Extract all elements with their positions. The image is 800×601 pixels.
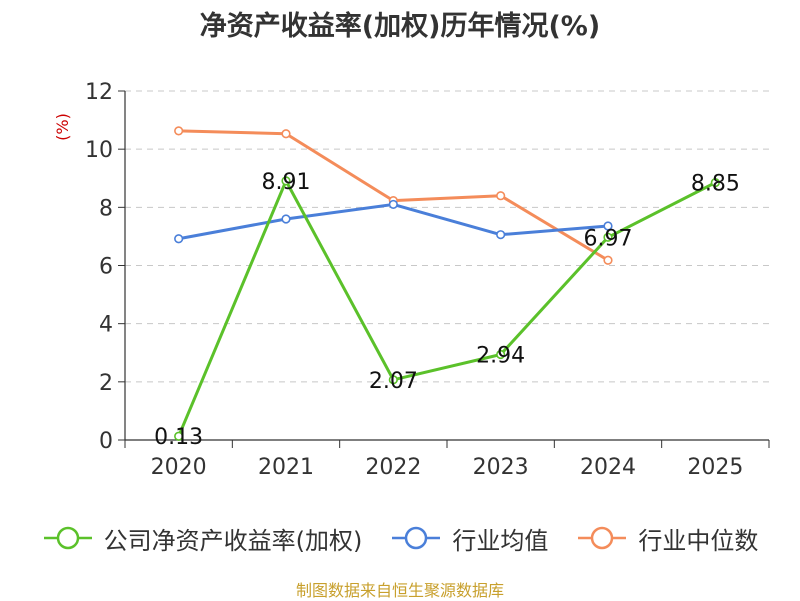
- data-point: [496, 191, 506, 201]
- y-tick-label: 8: [99, 196, 113, 221]
- data-point: [174, 431, 184, 441]
- legend-swatch-icon: [43, 526, 92, 550]
- x-tick-label: 2024: [580, 455, 636, 480]
- data-point: [388, 375, 398, 385]
- data-point: [603, 255, 613, 265]
- x-tick-label: 2020: [151, 455, 207, 480]
- legend-item-2: 行业中位数: [576, 521, 758, 556]
- legend-swatch-icon: [578, 526, 627, 550]
- data-point: [710, 178, 720, 188]
- chart-title: 净资产收益率(加权)历年情况(%): [199, 11, 601, 42]
- legend-swatch-icon: [392, 526, 441, 550]
- y-tick-label: 6: [99, 255, 113, 280]
- data-labels: 0.13 8.91 2.07 2.94 6.97 8.85: [154, 170, 740, 450]
- series-line-0: [177, 179, 717, 437]
- data-point: [496, 230, 506, 240]
- y-tick-label: 10: [85, 138, 113, 163]
- data-point: [174, 126, 184, 136]
- data-label: 0.13: [154, 425, 203, 450]
- x-tick-label: 2023: [473, 455, 529, 480]
- data-point: [388, 199, 398, 210]
- data-label: 8.91: [262, 170, 311, 195]
- data-label: 8.85: [691, 172, 740, 197]
- y-tick-label: 2: [99, 371, 113, 396]
- data-point: [603, 232, 613, 242]
- source-note: 制图数据来自恒生聚源数据库: [295, 581, 504, 600]
- series-line-2: [178, 129, 609, 262]
- y-axis-label: (%): [53, 113, 72, 141]
- axes: 0 2 4 6 8 10 12 2020 2021 2022 2023 2024 2025 (%): [53, 80, 770, 480]
- data-point: [281, 176, 291, 186]
- data-label: 2.94: [476, 343, 525, 368]
- x-tick-label: 2022: [365, 455, 421, 480]
- x-tick-label: 2025: [687, 455, 743, 480]
- data-point: [174, 234, 184, 244]
- legend-label: 行业中位数: [638, 526, 759, 555]
- data-label: 2.07: [369, 369, 418, 394]
- data-point: [281, 129, 291, 139]
- legend-item-1: 行业均值: [390, 521, 548, 556]
- y-tick-label: 12: [85, 80, 113, 105]
- x-tick-label: 2021: [258, 455, 314, 480]
- legend-item-0: 公司净资产收益率(加权): [42, 521, 363, 556]
- legend: 公司净资产收益率(加权) 行业均值 行业中位数: [0, 518, 800, 558]
- data-point: [603, 221, 613, 231]
- y-tick-label: 0: [99, 429, 113, 454]
- y-tick-label: 4: [99, 313, 113, 338]
- legend-label: 行业均值: [452, 526, 549, 555]
- series-lines: [174, 126, 720, 441]
- gridlines: [125, 90, 769, 383]
- data-label: 6.97: [584, 226, 633, 251]
- data-point: [496, 349, 506, 360]
- legend-label: 公司净资产收益率(加权): [103, 526, 363, 555]
- data-point: [281, 214, 291, 224]
